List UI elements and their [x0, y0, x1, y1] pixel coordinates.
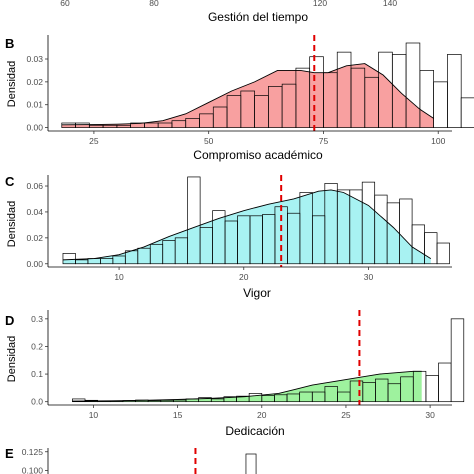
- density-curve: [61, 63, 434, 126]
- panel-c-x-axis-title: Vigor: [243, 286, 271, 300]
- panel-b: B Densidad 0.00 0.01 0.02 0.03 25 50 75 100 Com…: [5, 35, 474, 162]
- panel-e-plot-area: 0.100 0.125: [22, 447, 257, 474]
- x-tick-label: 20: [257, 410, 267, 420]
- y-tick-label: 0.03: [26, 54, 43, 64]
- panel-c: C Densidad 0.00 0.02 0.04 0.06 10 20 30 Vigor: [5, 174, 452, 300]
- panel-a-x-tick-label: 80: [149, 0, 159, 8]
- y-tick-label: 0.04: [26, 207, 43, 217]
- x-tick-label: 25: [341, 410, 351, 420]
- y-tick-label: 0.02: [26, 77, 43, 87]
- histogram-bar: [436, 242, 450, 265]
- density-area: [61, 63, 434, 128]
- y-tick-label: 0.3: [31, 314, 43, 324]
- panel-d-plot-area: 0.0 0.1 0.2 0.3 10 15 20 25 30: [31, 310, 465, 420]
- histogram-bar: [245, 453, 257, 474]
- panel-a: 60 80 120 140 Gestión del tiempo: [60, 0, 397, 24]
- panel-d-label: D: [5, 313, 14, 328]
- panel-a-x-tick-label: 60: [60, 0, 70, 8]
- histogram-bar: [425, 375, 439, 403]
- panel-d: D Densidad 0.0 0.1 0.2 0.3 10 15 20 25 30 Dedica…: [5, 310, 465, 438]
- x-tick-label: 100: [431, 136, 445, 146]
- x-tick-label: 15: [173, 410, 183, 420]
- panel-d-y-axis-title: Densidad: [6, 336, 18, 382]
- panel-c-y-axis-title: Densidad: [6, 201, 18, 247]
- histogram-bar: [450, 318, 465, 403]
- panel-c-plot-area: 0.00 0.02 0.04 0.06 10 20 30: [26, 175, 452, 282]
- histogram-bar: [187, 176, 201, 265]
- x-tick-label: 20: [239, 272, 249, 282]
- panel-b-y-axis-title: Densidad: [6, 61, 18, 107]
- y-tick-label: 0.06: [26, 181, 43, 191]
- panel-e: E 0.100 0.125: [5, 446, 257, 474]
- histogram-bar: [460, 97, 474, 128]
- panel-c-label: C: [5, 174, 15, 189]
- panel-a-x-tick-label: 140: [383, 0, 397, 8]
- y-tick-label: 0.125: [22, 447, 44, 457]
- panel-a-x-tick-label: 120: [313, 0, 327, 8]
- y-tick-label: 0.00: [26, 259, 43, 269]
- x-tick-label: 75: [319, 136, 329, 146]
- density-area: [72, 371, 422, 402]
- panel-e-label: E: [5, 446, 14, 461]
- y-tick-label: 0.02: [26, 233, 43, 243]
- x-tick-label: 10: [114, 272, 124, 282]
- y-tick-label: 0.100: [22, 466, 44, 474]
- histogram-bar: [447, 54, 462, 128]
- density-curve: [72, 370, 422, 402]
- panel-a-x-axis-title: Gestión del tiempo: [208, 10, 308, 24]
- x-tick-label: 30: [425, 410, 435, 420]
- density-area: [62, 189, 431, 264]
- histogram-bar: [62, 253, 76, 265]
- y-tick-label: 0.00: [26, 123, 43, 133]
- panel-d-x-axis-title: Dedicación: [225, 424, 284, 438]
- histogram-bar: [438, 362, 452, 403]
- y-tick-label: 0.1: [31, 369, 43, 379]
- x-tick-label: 50: [204, 136, 214, 146]
- y-tick-label: 0.01: [26, 100, 43, 110]
- panel-b-label: B: [5, 36, 14, 51]
- x-tick-label: 30: [364, 272, 374, 282]
- y-tick-label: 0.2: [31, 341, 43, 351]
- panel-b-x-axis-title: Compromiso académico: [193, 148, 323, 162]
- x-tick-label: 25: [89, 136, 99, 146]
- x-tick-label: 10: [89, 410, 99, 420]
- panel-b-plot-area: 0.00 0.01 0.02 0.03 25 50 75 100: [26, 35, 474, 146]
- y-tick-label: 0.0: [31, 397, 43, 407]
- density-curve: [62, 189, 432, 261]
- histogram-bar: [433, 81, 448, 128]
